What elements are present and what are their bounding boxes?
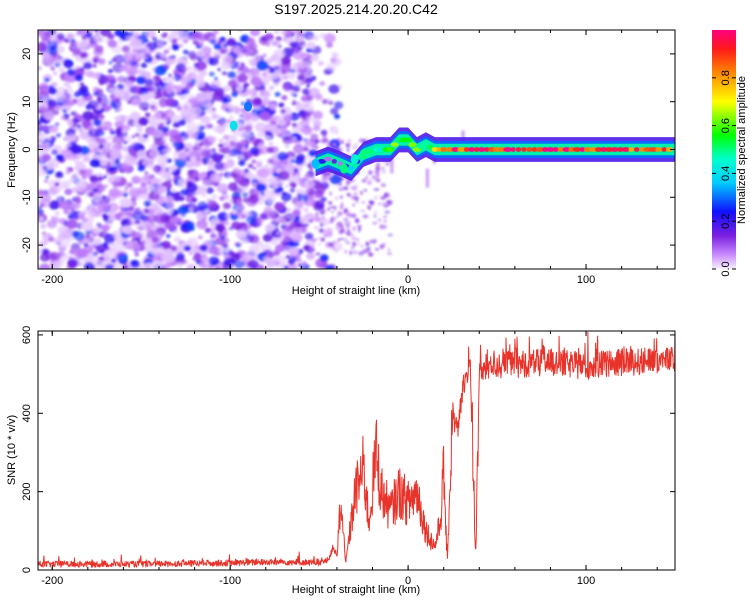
y-tick-label: 0 (21, 146, 33, 152)
colorbar-ticks: 0.0 0.2 0.4 0.6 0.8 (712, 70, 736, 277)
spectrogram-ridge (229, 101, 675, 181)
y-tick-label: 600 (21, 326, 33, 344)
colorbar-tick-label: 0.2 (720, 214, 732, 229)
y-tick-label: 20 (21, 48, 33, 60)
y-tick-label: -10 (21, 189, 33, 205)
snr-xlabel: Height of straight line (km) (292, 584, 420, 596)
colorbar-gradient (712, 30, 736, 269)
x-tick-label: 100 (577, 274, 595, 286)
colorbar-tick-label: 0.8 (720, 70, 732, 85)
colorbar-tick-label: 0.6 (720, 118, 732, 133)
colorbar-tick-label: 0.4 (720, 166, 732, 181)
figure-title: S197.2025.214.20.20.C42 (274, 1, 438, 17)
snr-panel: -200 -100 0 100 0 200 400 600 Height of straigh… (6, 326, 676, 596)
snr-series-line (38, 331, 675, 568)
x-tick-label: 100 (577, 575, 595, 587)
x-tick-label: -100 (219, 274, 241, 286)
x-tick-label: -100 (219, 575, 241, 587)
x-tick-label: -200 (41, 575, 63, 587)
spectrogram-xlabel: Height of straight line (km) (292, 285, 420, 297)
spectrogram-ylabel: Frequency (Hz) (6, 112, 18, 188)
colorbar: 0.0 0.2 0.4 0.6 0.8 Normalized spectral ampl… (712, 30, 748, 277)
snr-background (38, 331, 675, 570)
snr-frame (37, 330, 676, 571)
y-tick-label: 400 (21, 404, 33, 422)
colorbar-label: Normalized spectral amplitude (736, 76, 748, 224)
snr-ticks: -200 -100 0 100 0 200 400 600 (21, 326, 675, 587)
x-tick-label: 0 (405, 575, 411, 587)
snr-ylabel: SNR (10 * v/v) (6, 415, 18, 485)
y-tick-label: 0 (21, 567, 33, 573)
x-tick-label: 0 (405, 274, 411, 286)
y-tick-label: 10 (21, 96, 33, 108)
y-tick-label: -20 (21, 237, 33, 253)
snr-plot-area (38, 331, 675, 568)
colorbar-tick-label: 0.0 (720, 261, 732, 276)
x-tick-label: -200 (41, 274, 63, 286)
y-tick-label: 200 (21, 482, 33, 500)
spectrogram-image (38, 30, 675, 269)
